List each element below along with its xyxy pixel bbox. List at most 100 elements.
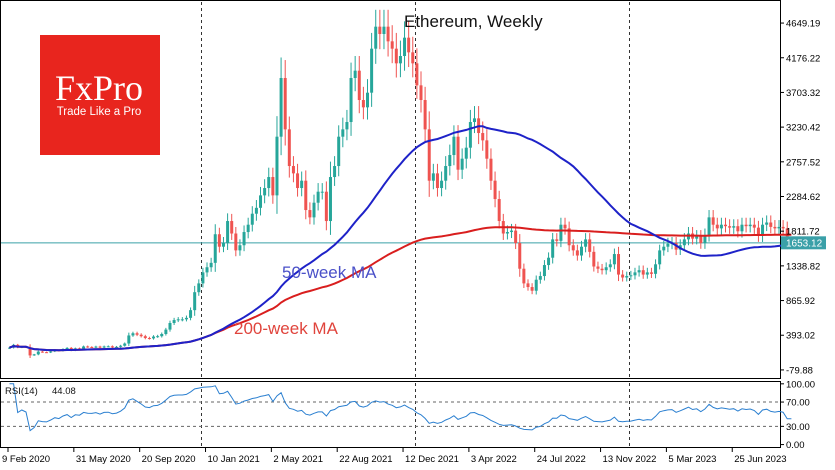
candle [633, 267, 637, 280]
candle [279, 57, 283, 156]
candle [703, 228, 707, 249]
candle [361, 86, 365, 120]
candle-body [98, 346, 102, 348]
candle [102, 345, 106, 349]
time-axis: 9 Feb 2020 31 May 2020 20 Sep 2020 10 Jan 2… [2, 448, 787, 465]
candle [588, 233, 592, 258]
candle-body [201, 272, 205, 284]
candle-body [415, 63, 419, 86]
candle-body [448, 155, 452, 167]
candle [419, 71, 423, 113]
candle-body [695, 236, 699, 239]
candle-body [349, 78, 353, 123]
candle-body [193, 292, 197, 311]
candle [559, 217, 563, 248]
candle-body [736, 226, 740, 232]
candle [119, 344, 123, 348]
candle [110, 345, 114, 348]
candle-body [184, 317, 188, 320]
candle-body [123, 343, 127, 346]
candle-body [579, 246, 583, 256]
candle-body [427, 129, 431, 181]
candle [341, 117, 345, 148]
candle [518, 234, 522, 277]
candle [259, 186, 263, 216]
candle [403, 21, 407, 71]
candle [353, 56, 357, 92]
price-tick-label: 1811.72 [786, 227, 820, 238]
candle-body [160, 333, 164, 337]
rsi-title: RSI(14) [5, 386, 38, 397]
candle-body [419, 85, 423, 101]
candle [349, 62, 353, 136]
candle [337, 125, 341, 177]
candle-body [542, 265, 546, 277]
candle [238, 239, 242, 256]
candle-body [254, 207, 258, 214]
candle-body [411, 52, 415, 64]
candle [411, 36, 415, 78]
candle-body [119, 345, 123, 347]
candle [781, 220, 785, 235]
candle [254, 200, 258, 221]
candle [641, 265, 645, 279]
candle-body [485, 140, 489, 159]
candle-body [756, 227, 760, 236]
candle [28, 344, 32, 358]
candle [287, 116, 291, 178]
candle-body [567, 228, 571, 246]
candle [296, 163, 300, 197]
candle-body [440, 180, 444, 189]
candle-body [505, 232, 509, 234]
candle [625, 271, 629, 282]
logo-tagline: Trade Like a Pro [57, 106, 142, 118]
candle-body [711, 217, 715, 225]
candle-body [394, 48, 398, 64]
candle [711, 210, 715, 232]
candle-body [666, 243, 670, 247]
candle [600, 263, 604, 275]
candle [328, 161, 332, 235]
candle [472, 106, 476, 134]
candle [316, 183, 320, 211]
candle [592, 246, 596, 272]
candle-body [238, 245, 242, 251]
candle-body [715, 224, 719, 229]
candle [226, 213, 230, 250]
candle-body [468, 122, 472, 148]
candle-body [378, 26, 382, 35]
candle [374, 9, 378, 64]
candle-body [156, 336, 160, 338]
price-tick-label: 393.02 [786, 331, 815, 342]
candle [189, 307, 193, 321]
candle-body [221, 243, 225, 247]
candle [444, 156, 448, 190]
candle-body [90, 347, 94, 349]
candle [724, 217, 728, 233]
candle [275, 116, 279, 214]
candle-body [168, 322, 172, 330]
time-tick-label: 22 Aug 2021 [339, 454, 392, 465]
candle-body [407, 37, 411, 53]
candle [123, 342, 127, 347]
candle [604, 262, 608, 275]
candle-body [328, 177, 332, 222]
candle [637, 265, 641, 277]
candle-body [333, 166, 337, 178]
candle-body [308, 210, 312, 218]
candle-body [226, 221, 230, 244]
price-tick-label: 3703.32 [786, 88, 820, 99]
candle-body [699, 236, 703, 244]
candle [49, 350, 53, 354]
candle [263, 179, 267, 204]
price-tick-label: 4176.22 [786, 53, 820, 64]
candle-body [114, 346, 118, 348]
candle-body [518, 243, 522, 269]
candle-body [49, 351, 53, 353]
current-price-value: 1653.12 [786, 238, 823, 249]
candle-body [604, 267, 608, 271]
candle-body [732, 226, 736, 228]
candle-body [147, 338, 151, 340]
candle-body [341, 129, 345, 137]
